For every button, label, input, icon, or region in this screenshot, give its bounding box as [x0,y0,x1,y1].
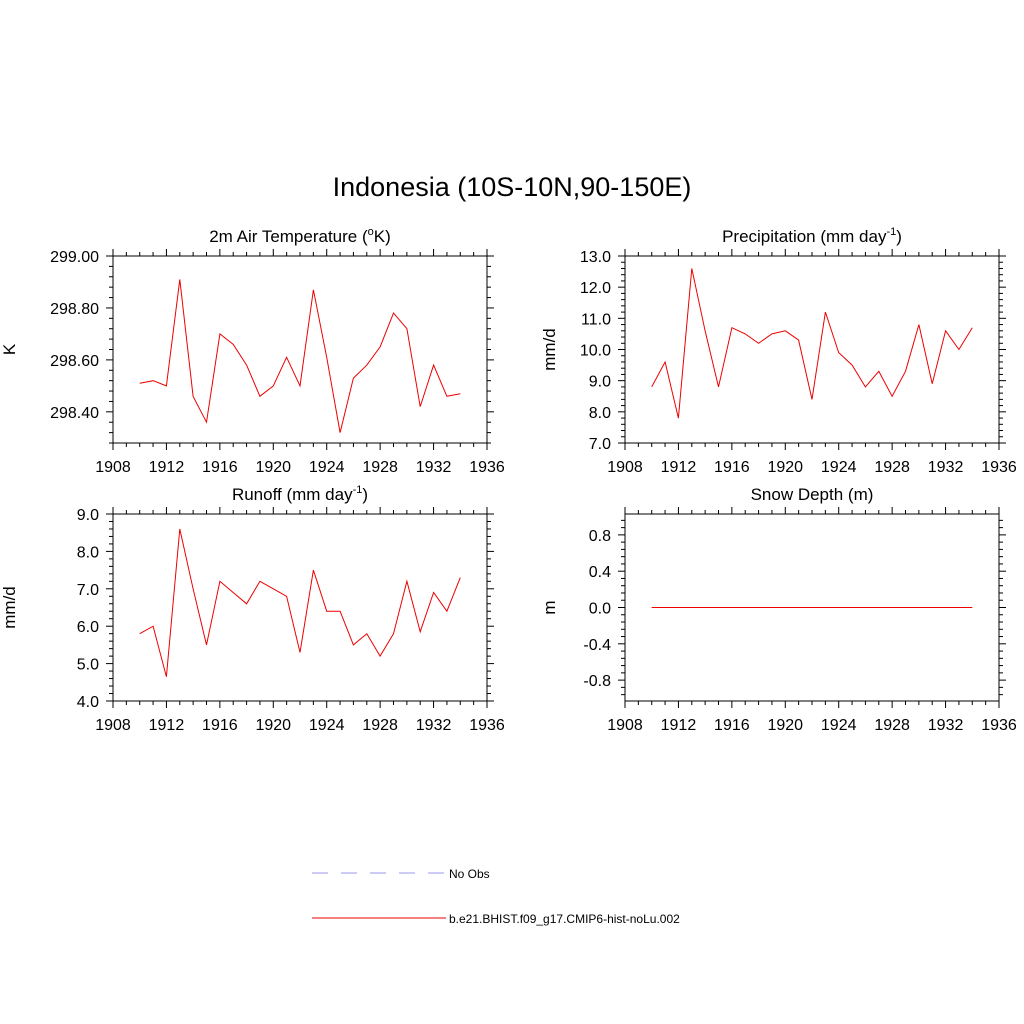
x-tick-label: 1928 [874,459,910,476]
x-tick-label: 1928 [874,717,910,734]
y-tick-label: 13.0 [580,249,611,266]
x-tick-label: 1920 [255,717,291,734]
page-title: Indonesia (10S-10N,90-150E) [332,172,692,202]
x-tick-label: 1920 [767,717,803,734]
x-tick-label: 1928 [362,717,398,734]
panel-title-superscript: o [368,226,374,238]
x-tick-label: 1916 [202,459,238,476]
panel-title-text: 2m Air Temperature ( [209,227,368,246]
legend: No Obs b.e21.BHIST.f09_g17.CMIP6-hist-noL… [312,867,680,926]
x-tick-label: 1912 [661,717,697,734]
panel-title-text: Runoff (mm day [232,485,353,504]
y-tick-label: 6.0 [77,619,99,636]
panel-title-text: Precipitation (mm day [722,227,887,246]
y-axis-label: m [540,600,559,614]
y-axis-label: mm/d [540,328,559,371]
y-tick-label: 4.0 [77,694,99,711]
x-tick-label: 1924 [309,717,345,734]
y-tick-label: 12.0 [580,280,611,297]
panel-1: 1908 1912 1916 1920 1924 1928 1932 1936 298.40 29… [0,226,505,476]
x-tick-label: 1932 [928,459,964,476]
y-tick-label: 7.0 [77,582,99,599]
panel-2: 1908 1912 1916 1920 1924 1928 1932 1936 7.0 8.0 9.… [540,226,1017,476]
x-tick-label: 1932 [928,717,964,734]
panel-title-superscript: -1 [886,226,896,238]
y-tick-label: -0.4 [583,637,611,654]
y-tick-label: 0.8 [589,528,611,545]
x-tick-label: 1912 [661,459,697,476]
y-tick-label: 0.0 [589,601,611,618]
x-tick-label: 1908 [95,717,131,734]
panel-title-text: ) [362,485,368,504]
x-tick-label: 1920 [255,459,291,476]
y-tick-label: 7.0 [589,436,611,453]
x-tick-label: 1932 [416,717,452,734]
x-tick-label: 1908 [607,459,643,476]
panel-title: 2m Air Temperature (oK) [209,226,391,246]
x-tick-label: 1936 [981,717,1017,734]
x-tick-label: 1908 [95,459,131,476]
y-tick-label: 298.80 [50,301,99,318]
panel-title-text: Snow Depth (m) [751,485,874,504]
legend-label: No Obs [449,867,490,881]
x-tick-label: 1908 [607,717,643,734]
y-tick-label: 8.0 [77,544,99,561]
y-tick-label: -0.8 [583,673,611,690]
panel-title-text: K) [374,227,391,246]
panel-title: Runoff (mm day-1) [232,484,368,504]
plot-frame [624,255,1000,444]
x-tick-label: 1924 [309,459,345,476]
y-tick-label: 298.60 [50,353,99,370]
x-tick-label: 1932 [416,459,452,476]
y-tick-label: 8.0 [589,405,611,422]
y-tick-label: 298.40 [50,405,99,422]
series-line [651,268,973,419]
x-tick-label: 1928 [362,459,398,476]
plot-frame [112,513,488,702]
x-tick-label: 1936 [469,459,505,476]
y-tick-label: 0.4 [589,564,611,581]
plot-frame [112,255,488,444]
panel-3: 1908 1912 1916 1920 1924 1928 1932 1936 4.0 5.0 6.… [0,484,505,734]
x-tick-label: 1924 [821,459,857,476]
legend-label: b.e21.BHIST.f09_g17.CMIP6-hist-noLu.002 [449,912,680,926]
x-tick-label: 1936 [981,459,1017,476]
x-tick-label: 1924 [821,717,857,734]
panel-title-superscript: -1 [353,484,363,496]
x-tick-label: 1916 [202,717,238,734]
panel-4: 1908 1912 1916 1920 1924 1928 1932 1936 -0.8 -0.4… [540,485,1017,734]
x-tick-label: 1920 [767,459,803,476]
y-tick-label: 10.0 [580,343,611,360]
y-axis-label: mm/d [0,586,19,629]
x-tick-label: 1936 [469,717,505,734]
y-tick-label: 9.0 [589,374,611,391]
x-tick-label: 1912 [149,459,185,476]
y-axis-label: K [0,343,19,355]
y-tick-label: 9.0 [77,507,99,524]
series-line [139,279,461,433]
y-tick-label: 11.0 [581,311,611,328]
x-tick-label: 1912 [149,717,185,734]
series-line [139,528,461,677]
x-tick-label: 1916 [714,459,750,476]
y-tick-label: 5.0 [77,657,99,674]
x-tick-label: 1916 [714,717,750,734]
panel-title-text: ) [896,227,902,246]
panel-title: Precipitation (mm day-1) [722,226,902,246]
panel-title: Snow Depth (m) [751,485,874,504]
y-tick-label: 299.00 [50,249,99,266]
